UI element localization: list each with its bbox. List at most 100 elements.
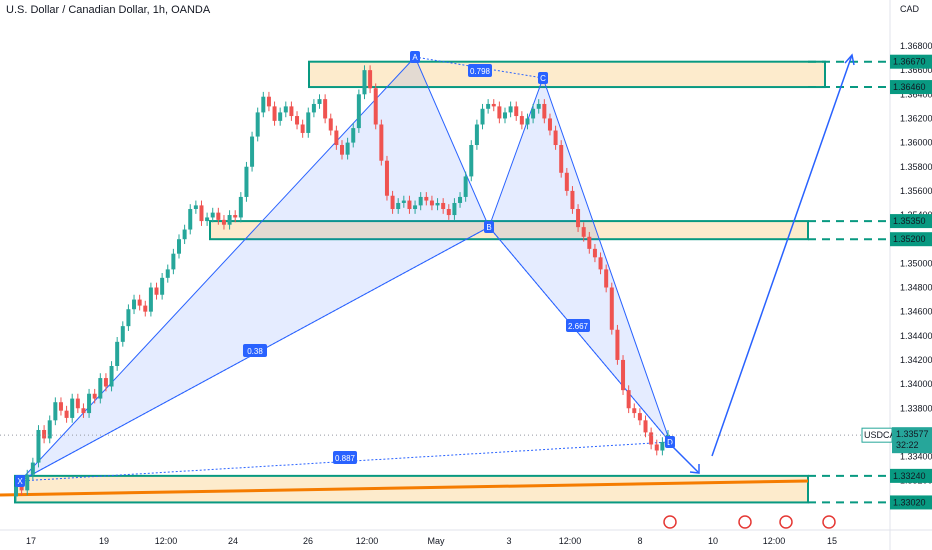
us-flag-icon: [822, 515, 836, 529]
candle-body: [637, 413, 642, 421]
x-tick-label: 3: [506, 536, 511, 546]
candle-body: [598, 257, 603, 270]
candle-body: [654, 444, 659, 451]
candle-body: [379, 124, 384, 161]
level-price-label: 1.35200: [893, 234, 926, 244]
candle-body: [193, 205, 198, 210]
y-tick-label: 1.34000: [900, 379, 932, 389]
candle-body: [14, 486, 18, 497]
pattern-point-label: A: [412, 53, 418, 62]
candle-body: [340, 145, 344, 155]
level-price-tag: [890, 80, 932, 95]
candle-body: [25, 474, 30, 491]
candle-body: [250, 136, 255, 167]
ratio-badge: [566, 319, 590, 332]
candle-body: [227, 215, 232, 225]
candle-body: [154, 287, 159, 295]
candle-body: [604, 269, 609, 288]
candle-body: [244, 166, 249, 197]
y-tick-label: 1.34600: [900, 307, 932, 317]
y-tick-label: 1.34200: [900, 355, 932, 365]
candle-body: [384, 160, 389, 196]
candle-body: [132, 299, 137, 310]
candle-body: [64, 410, 69, 418]
candle-body: [508, 106, 513, 113]
candle-body: [109, 365, 114, 387]
candle-body: [390, 195, 395, 210]
x-tick-label: 12:00: [155, 536, 178, 546]
candle-body: [564, 172, 569, 191]
candle-body: [547, 118, 552, 131]
harmonic-triangle-xab: [19, 56, 490, 482]
candle-body: [278, 112, 283, 121]
candle-body: [553, 130, 558, 146]
candle-body: [283, 106, 288, 113]
x-tick-label: 10: [708, 536, 718, 546]
y-tick-label: 1.35800: [900, 162, 932, 172]
x-tick-label: 19: [99, 536, 109, 546]
candle-body: [446, 209, 451, 216]
y-tick-label: 1.36400: [900, 89, 932, 99]
candle-body: [362, 70, 367, 95]
candle-body: [171, 253, 176, 270]
candle-body: [199, 205, 204, 222]
candle-body: [216, 212, 221, 220]
supply-demand-zone: [209, 220, 809, 241]
candle-body: [160, 277, 165, 295]
pattern-point-label: D: [667, 438, 673, 447]
candle-body: [480, 108, 485, 125]
level-price-tag: [890, 495, 932, 510]
candle-body: [58, 402, 63, 411]
candle-body: [424, 196, 429, 201]
candle-body: [317, 99, 322, 104]
x-tick-label: May: [427, 536, 445, 546]
candle-body: [621, 359, 626, 391]
ratio-line-xb: [19, 226, 490, 482]
candle-body: [469, 145, 474, 177]
y-tick-label: 1.33800: [900, 403, 932, 413]
candle-body: [373, 88, 378, 125]
candle-body: [19, 486, 24, 491]
x-tick-label: 26: [303, 536, 313, 546]
candle-body: [581, 227, 586, 237]
candle-body: [81, 408, 86, 414]
ratio-label: 0.38: [247, 347, 263, 356]
level-price-tag: [890, 54, 932, 69]
ratio-label: 0.798: [470, 67, 491, 76]
candle-body: [536, 103, 541, 109]
candle-body: [649, 432, 654, 445]
candle-body: [143, 305, 148, 312]
y-tick-label: 1.35600: [900, 186, 932, 196]
candle-body: [576, 209, 581, 228]
candle-body: [255, 112, 260, 137]
candle-body: [345, 142, 350, 155]
level-price-label: 1.33020: [893, 497, 926, 507]
candle-body: [75, 398, 80, 409]
trend-line: [0, 479, 809, 497]
ratio-badge: [243, 344, 267, 357]
candle-body: [559, 145, 564, 173]
candle-body: [328, 118, 333, 131]
x-tick-label: 12:00: [356, 536, 379, 546]
y-tick-label: 1.36000: [900, 138, 932, 148]
candle-body: [660, 442, 665, 451]
current-price-tag: [892, 427, 932, 454]
candle-body: [396, 202, 401, 210]
level-price-tag: [890, 214, 932, 229]
candle-body: [323, 99, 328, 119]
pattern-point-marker: [665, 436, 675, 448]
y-tick-label: 1.36800: [900, 41, 932, 51]
candle-body: [463, 176, 468, 197]
level-price-label: 1.36670: [893, 57, 926, 67]
candle-body: [47, 420, 52, 439]
candle-body: [525, 118, 530, 125]
candle-body: [311, 103, 316, 113]
candle-body: [261, 96, 266, 113]
y-tick-label: 1.36200: [900, 113, 932, 123]
level-price-tag: [890, 232, 932, 247]
y-tick-label: 1.34800: [900, 283, 932, 293]
candle-body: [486, 103, 491, 109]
long-arrow-head: [844, 53, 855, 66]
pattern-point-marker: [410, 51, 420, 63]
